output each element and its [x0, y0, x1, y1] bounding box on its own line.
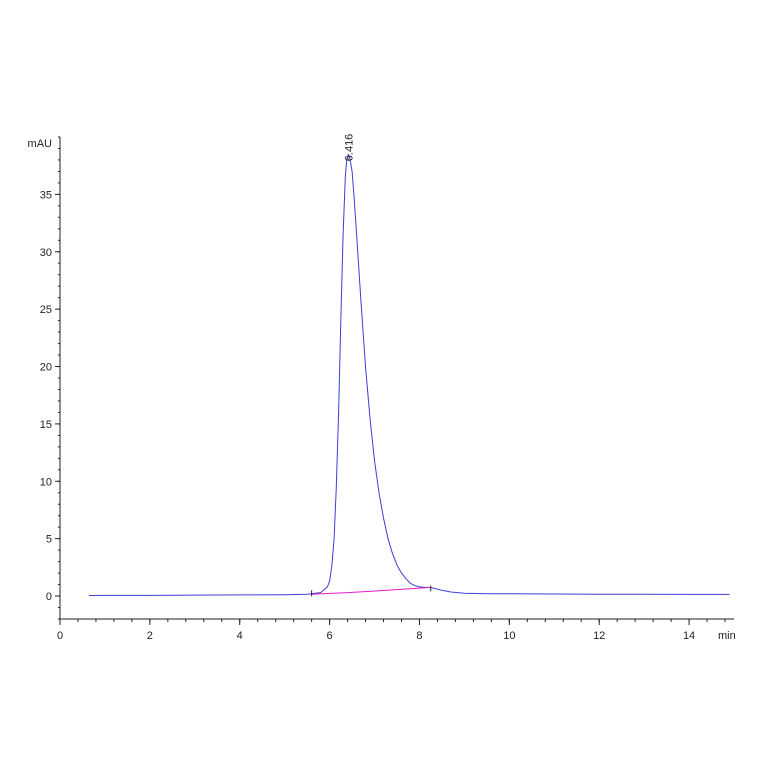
- labels-layer: 0 5 10 15 20 25 30 35 0 2 4 6 8 10 12 14 mAU min 6.416: [28, 134, 736, 642]
- signal-trace: [89, 153, 730, 596]
- axes-layer: [55, 136, 734, 625]
- x-tick-label: 0: [57, 630, 63, 642]
- baseline-trace: [311, 586, 431, 595]
- x-axis-label: min: [718, 630, 736, 642]
- y-tick-label: 35: [40, 189, 52, 201]
- y-tick-label: 15: [40, 419, 52, 431]
- x-tick-label: 12: [593, 630, 605, 642]
- y-tick-label: 5: [46, 534, 52, 546]
- x-tick-label: 4: [237, 630, 243, 642]
- x-tick-label: 14: [683, 630, 695, 642]
- x-tick-label: 8: [416, 630, 422, 642]
- y-tick-label: 25: [40, 304, 52, 316]
- series-layer: [89, 153, 730, 597]
- y-tick-label: 30: [40, 247, 52, 259]
- y-tick-label: 20: [40, 362, 52, 374]
- y-tick-label: 10: [40, 476, 52, 488]
- y-axis-label: mAU: [28, 138, 53, 150]
- y-tick-label: 0: [46, 591, 52, 603]
- peak-label: 6.416: [343, 134, 355, 162]
- x-tick-label: 10: [503, 630, 515, 642]
- x-tick-label: 2: [147, 630, 153, 642]
- x-tick-label: 6: [327, 630, 333, 642]
